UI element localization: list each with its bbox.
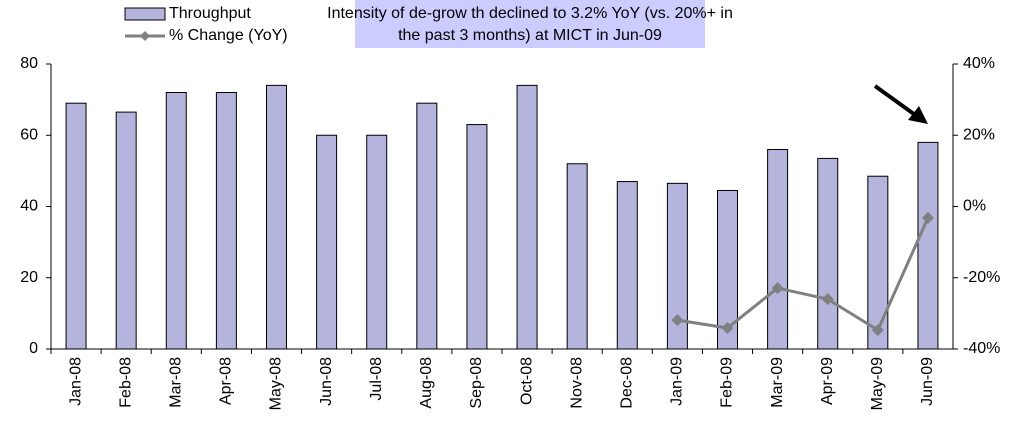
- y2-tick-label: 20%: [963, 126, 995, 143]
- legend-label: % Change (YoY): [169, 27, 288, 44]
- y-tick-label: 60: [20, 126, 38, 143]
- legend-label: Throughput: [169, 5, 251, 22]
- x-tick-label: Sep-08: [468, 357, 485, 409]
- x-tick-label: Apr-09: [819, 357, 836, 405]
- x-tick-label: May-08: [268, 357, 285, 410]
- marker: [921, 211, 934, 224]
- y-tick-label: 40: [20, 198, 38, 215]
- legend-swatch: [124, 7, 166, 21]
- arrow: [873, 84, 920, 119]
- bar: [266, 84, 287, 350]
- bar: [717, 189, 738, 350]
- x-tick-label: Feb-09: [719, 357, 736, 408]
- x-tick-label: Apr-08: [218, 357, 235, 405]
- bar: [115, 111, 137, 350]
- x-tick-label: Jan-08: [67, 357, 84, 406]
- x-tick-label: Aug-08: [418, 357, 435, 409]
- x-tick-label: Jun-09: [919, 357, 936, 406]
- bar: [366, 134, 388, 350]
- legend-swatch: [140, 31, 150, 41]
- bar: [666, 182, 688, 350]
- bar: [867, 175, 889, 350]
- bar: [917, 141, 939, 350]
- annotation: Intensity of de-grow th declined to 3.2%…: [327, 5, 733, 22]
- bar: [767, 149, 789, 350]
- x-tick-label: Nov-08: [568, 357, 585, 409]
- marker: [771, 282, 784, 295]
- x-tick-label: Jan-09: [669, 357, 686, 406]
- x-tick-label: Jun-08: [318, 357, 335, 406]
- marker: [721, 321, 734, 334]
- bar: [616, 181, 638, 350]
- y2-tick-label: -20%: [963, 269, 1000, 286]
- annotation: the past 3 months) at MICT in Jun-09: [398, 27, 662, 44]
- bar: [817, 157, 839, 350]
- y-tick-label: 80: [20, 55, 38, 72]
- y2-tick-label: 0%: [963, 198, 986, 215]
- x-tick-label: Feb-08: [117, 357, 134, 408]
- marker: [871, 324, 884, 337]
- bar: [65, 102, 87, 350]
- x-tick-label: Dec-08: [618, 357, 635, 409]
- bar: [316, 134, 338, 350]
- bar: [466, 124, 488, 350]
- x-tick-label: Oct-08: [518, 357, 535, 405]
- y2-tick-label: 40%: [963, 55, 995, 72]
- x-tick-label: May-09: [869, 357, 886, 410]
- y2-tick-label: -40%: [963, 340, 1000, 357]
- bar: [566, 163, 588, 350]
- arrow-head: [908, 106, 928, 124]
- y-tick-label: 0: [29, 340, 38, 357]
- x-tick-label: Mar-08: [167, 357, 184, 408]
- marker: [821, 293, 834, 306]
- x-tick-label: Mar-09: [769, 357, 786, 408]
- bar: [416, 102, 438, 350]
- annotation-box: [355, 0, 705, 48]
- bar: [165, 92, 187, 350]
- bar: [215, 92, 237, 350]
- bar: [516, 84, 538, 350]
- line: [677, 217, 930, 333]
- marker: [671, 314, 684, 327]
- x-tick-label: Jul-08: [368, 357, 385, 401]
- y-tick-label: 20: [20, 269, 38, 286]
